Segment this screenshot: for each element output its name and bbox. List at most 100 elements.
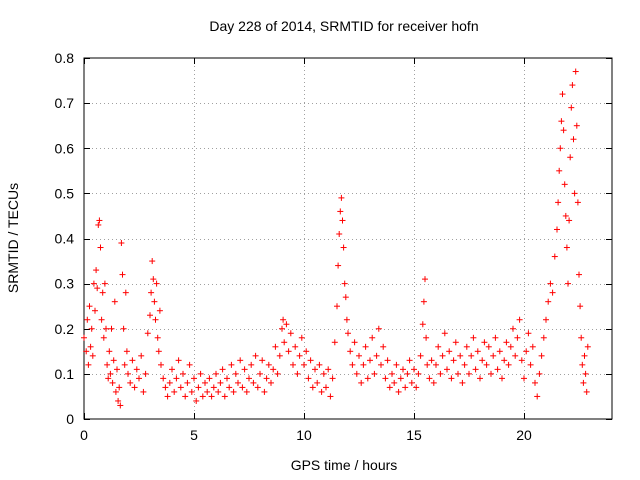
data-point bbox=[338, 194, 345, 201]
data-point bbox=[206, 375, 213, 382]
data-point bbox=[92, 307, 98, 314]
data-point bbox=[472, 366, 479, 373]
data-point bbox=[272, 343, 279, 350]
data-point bbox=[230, 388, 237, 395]
data-point bbox=[199, 393, 206, 400]
data-point bbox=[292, 343, 299, 350]
data-point bbox=[340, 244, 347, 251]
data-point bbox=[86, 303, 93, 310]
data-point bbox=[283, 321, 290, 328]
data-point bbox=[534, 393, 541, 400]
y-axis-label: SRMTID / TECUs bbox=[5, 183, 21, 293]
data-point bbox=[331, 339, 338, 346]
data-point bbox=[320, 370, 327, 377]
data-point bbox=[510, 325, 516, 332]
chart-title: Day 228 of 2014, SRMTID for receiver hof… bbox=[209, 18, 478, 34]
data-point bbox=[466, 370, 472, 377]
data-point bbox=[97, 244, 104, 251]
data-point bbox=[121, 361, 128, 368]
data-point bbox=[521, 375, 527, 382]
data-point bbox=[84, 316, 91, 323]
data-point bbox=[426, 375, 433, 382]
data-point bbox=[186, 361, 193, 368]
y-tick-label: 0.7 bbox=[55, 95, 75, 111]
data-point bbox=[123, 348, 130, 355]
data-point bbox=[127, 379, 134, 386]
data-point bbox=[477, 375, 483, 382]
data-point bbox=[257, 370, 263, 377]
data-point bbox=[270, 366, 277, 373]
data-point bbox=[559, 91, 566, 98]
data-point bbox=[411, 366, 417, 373]
data-point bbox=[341, 280, 348, 287]
data-point bbox=[243, 388, 250, 395]
data-point bbox=[576, 271, 582, 278]
data-point bbox=[158, 361, 164, 368]
data-point bbox=[101, 280, 108, 287]
data-point bbox=[362, 343, 369, 350]
data-point bbox=[246, 375, 252, 382]
data-point bbox=[382, 375, 389, 382]
data-point bbox=[527, 361, 534, 368]
data-point bbox=[305, 375, 312, 382]
data-point bbox=[239, 384, 246, 391]
data-point bbox=[219, 366, 226, 373]
data-point bbox=[140, 388, 147, 395]
data-point bbox=[224, 375, 230, 382]
data-point bbox=[351, 339, 358, 346]
data-point bbox=[228, 361, 235, 368]
data-point bbox=[570, 136, 577, 143]
data-point bbox=[563, 244, 570, 251]
data-point bbox=[455, 370, 461, 377]
data-point bbox=[499, 375, 505, 382]
data-point bbox=[166, 379, 173, 386]
data-point bbox=[457, 352, 464, 359]
data-point bbox=[512, 352, 519, 359]
data-point bbox=[577, 303, 584, 310]
data-point bbox=[301, 361, 307, 368]
data-point bbox=[188, 388, 195, 395]
y-tick-label: 0.6 bbox=[55, 140, 75, 156]
data-point bbox=[349, 361, 356, 368]
data-point bbox=[136, 375, 142, 382]
data-point bbox=[149, 258, 156, 265]
data-point bbox=[494, 366, 501, 373]
data-point bbox=[276, 352, 283, 359]
data-point bbox=[208, 393, 215, 400]
data-point bbox=[408, 379, 415, 386]
data-point bbox=[90, 280, 97, 287]
data-point bbox=[334, 303, 340, 310]
data-point bbox=[337, 208, 344, 215]
data-point bbox=[523, 348, 530, 355]
data-point bbox=[358, 379, 365, 386]
data-point bbox=[579, 361, 586, 368]
data-point bbox=[422, 276, 428, 283]
data-point bbox=[560, 127, 567, 134]
data-point bbox=[98, 316, 105, 323]
data-point bbox=[202, 379, 208, 386]
data-point bbox=[312, 366, 318, 373]
data-point bbox=[424, 361, 431, 368]
data-point bbox=[574, 199, 581, 206]
data-point bbox=[435, 343, 442, 350]
data-point bbox=[150, 276, 157, 283]
data-point bbox=[138, 352, 145, 359]
data-point bbox=[584, 343, 591, 350]
data-point bbox=[88, 325, 95, 332]
data-point bbox=[160, 375, 167, 382]
data-point bbox=[459, 379, 466, 386]
data-point bbox=[474, 348, 481, 355]
data-point bbox=[367, 357, 373, 364]
data-point bbox=[175, 357, 182, 364]
data-point bbox=[104, 361, 111, 368]
data-point bbox=[335, 262, 342, 269]
data-point bbox=[109, 379, 116, 386]
data-point bbox=[529, 343, 536, 350]
x-axis-label: GPS time / hours bbox=[291, 457, 398, 473]
data-point bbox=[112, 388, 119, 395]
data-point bbox=[182, 393, 189, 400]
data-point bbox=[342, 294, 349, 301]
data-point bbox=[430, 379, 437, 386]
data-point bbox=[336, 230, 343, 237]
